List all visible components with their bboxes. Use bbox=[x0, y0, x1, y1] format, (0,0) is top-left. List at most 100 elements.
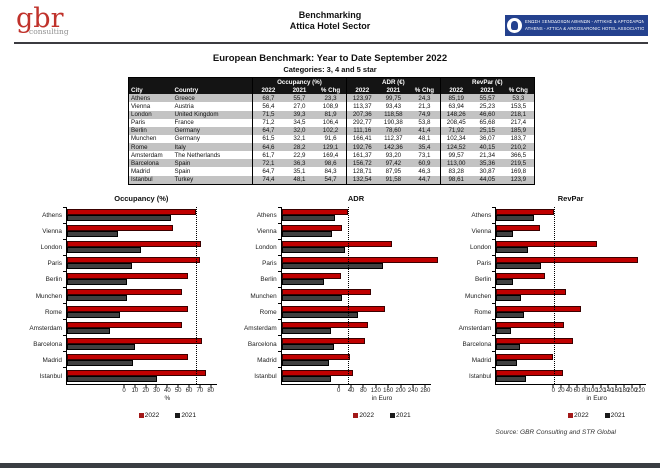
bar-2022-munchen bbox=[67, 289, 183, 296]
legend-item-2022: 2022 bbox=[567, 412, 589, 419]
value-cell: 97,42 bbox=[377, 159, 409, 168]
country-cell: The Netherlands bbox=[172, 151, 253, 160]
value-cell: 53,3 bbox=[502, 94, 535, 103]
chart-adr: ADR Athens Vienna London Paris Berlin Munchen… bbox=[223, 194, 439, 419]
gbr-logo-text: gbr bbox=[16, 3, 64, 34]
value-cell: 185,9 bbox=[502, 126, 535, 135]
bar-group bbox=[492, 303, 646, 320]
x-tick-label: 100 bbox=[587, 388, 598, 394]
y-axis-label: Vienna bbox=[471, 227, 492, 235]
bar-group bbox=[492, 222, 646, 239]
value-cell: 292,77 bbox=[346, 118, 378, 127]
value-cell: 73,1 bbox=[409, 151, 441, 160]
value-cell: 34,5 bbox=[283, 118, 316, 127]
value-cell: 30,87 bbox=[471, 167, 503, 176]
bar-2022-rome bbox=[496, 305, 582, 312]
bar-2021-paris bbox=[281, 263, 384, 270]
value-cell: 63,94 bbox=[440, 102, 472, 111]
y-axis-label: Berlin bbox=[260, 276, 277, 284]
bar-2021-vienna bbox=[281, 231, 332, 238]
value-cell: 27,0 bbox=[283, 102, 316, 111]
bar-2021-athens bbox=[281, 215, 335, 221]
value-cell: 72,1 bbox=[252, 159, 284, 168]
value-cell: 81,9 bbox=[315, 110, 347, 119]
country-cell: Italy bbox=[172, 143, 253, 152]
x-tick-label: 40 bbox=[163, 388, 171, 394]
bar-2022-paris bbox=[281, 257, 439, 264]
bar-group bbox=[277, 222, 432, 239]
y-axis-label: Istanbul bbox=[468, 373, 492, 381]
group-header-occupancy: Occupancy (%) bbox=[252, 77, 347, 87]
y-axis-label: Rome bbox=[474, 308, 492, 316]
table-row: London United Kingdom 71,5 39,3 81,9 207,36 11… bbox=[128, 110, 535, 119]
bar-2021-rome bbox=[67, 311, 120, 318]
value-cell: 56,4 bbox=[252, 102, 284, 111]
value-cell: 28,2 bbox=[283, 143, 316, 152]
x-tick-label: 50 bbox=[174, 388, 182, 394]
legend-label: 2022 bbox=[359, 412, 374, 419]
bar-2022-istanbul bbox=[67, 369, 207, 376]
bar-2022-madrid bbox=[496, 353, 553, 360]
value-cell: 48,1 bbox=[409, 134, 441, 143]
x-tick-label: 80 bbox=[360, 388, 367, 394]
bar-2021-berlin bbox=[281, 279, 324, 286]
value-cell: 112,37 bbox=[377, 134, 409, 143]
chart-body: Athens Vienna London Paris Berlin Munchen Rome… bbox=[8, 206, 223, 419]
value-cell: 108,9 bbox=[315, 102, 347, 111]
value-cell: 21,34 bbox=[471, 151, 503, 160]
city-cell: Paris bbox=[128, 118, 173, 127]
value-cell: 99,75 bbox=[377, 94, 409, 103]
association-line2: ATHENS - ATTICA & ARGOSARONIC HOTEL ASSO… bbox=[525, 25, 644, 31]
y-axis-labels: Athens Vienna London Paris Berlin Munchen Rome… bbox=[8, 207, 66, 385]
bar-2022-madrid bbox=[281, 353, 351, 360]
x-tick-mark bbox=[584, 385, 586, 388]
bar-group bbox=[277, 238, 432, 255]
x-tick-mark bbox=[576, 385, 578, 388]
x-tick-label: 140 bbox=[603, 388, 614, 394]
bar-2022-vienna bbox=[281, 225, 343, 232]
value-cell: 217,4 bbox=[502, 118, 535, 127]
chart-legend: 2022 2021 bbox=[553, 412, 640, 419]
bar-2021-berlin bbox=[496, 279, 514, 286]
bar-group bbox=[277, 286, 432, 303]
value-cell: 166,41 bbox=[346, 134, 378, 143]
x-tick-mark bbox=[155, 385, 157, 388]
table-row: Madrid Spain 64,7 35,1 84,3 128,71 87,95 46,3 83… bbox=[128, 167, 535, 176]
bar-2021-madrid bbox=[67, 359, 133, 366]
value-cell: 32,0 bbox=[283, 126, 316, 135]
bar-2021-paris bbox=[496, 263, 541, 270]
bar-group bbox=[277, 319, 432, 336]
bar-group bbox=[63, 303, 217, 320]
x-tick-label: 180 bbox=[619, 388, 630, 394]
benchmark-table: Occupancy (%) ADR (€) RevPar (€) City Co… bbox=[128, 77, 535, 185]
table-row: Barcelona Spain 72,1 36,3 98,6 156,72 97,42 60,… bbox=[128, 159, 535, 168]
legend-swatch-2021 bbox=[389, 413, 395, 418]
page-title-line1: Benchmarking bbox=[298, 10, 362, 20]
y-axis-label: Munchen bbox=[250, 292, 277, 300]
bar-2022-london bbox=[496, 241, 598, 248]
value-cell: 71,92 bbox=[440, 126, 472, 135]
y-axis-label: Berlin bbox=[474, 276, 492, 284]
chart-title: ADR bbox=[347, 194, 365, 203]
gbr-consulting-logo: gbr consulting bbox=[16, 3, 69, 35]
plot-wrap: 0 10 20 30 40 50 60 70 80 % 2022 2021 bbox=[63, 206, 217, 419]
col-header: % Chg bbox=[502, 86, 535, 95]
table-header: Occupancy (%) ADR (€) RevPar (€) City Co… bbox=[128, 77, 535, 95]
col-header: 2021 bbox=[377, 86, 409, 95]
col-header: 2021 bbox=[283, 86, 316, 95]
x-tick-label: 160 bbox=[383, 388, 394, 394]
bar-group bbox=[63, 351, 217, 368]
value-cell: 99,57 bbox=[440, 151, 472, 160]
bar-2022-vienna bbox=[67, 225, 173, 232]
plot-area bbox=[277, 206, 439, 385]
value-cell: 208,45 bbox=[440, 118, 472, 127]
bar-2022-athens bbox=[67, 209, 196, 215]
legend-swatch-2022 bbox=[138, 413, 144, 418]
value-cell: 93,20 bbox=[377, 151, 409, 160]
value-cell: 132,54 bbox=[346, 175, 378, 185]
bar-group bbox=[492, 319, 646, 336]
y-axis-label: Munchen bbox=[465, 292, 492, 300]
table-row: Paris France 71,2 34,5 106,4 292,77 190,38 53,8… bbox=[128, 118, 535, 127]
bar-group bbox=[63, 238, 217, 255]
y-axis-label: Paris bbox=[476, 260, 492, 268]
